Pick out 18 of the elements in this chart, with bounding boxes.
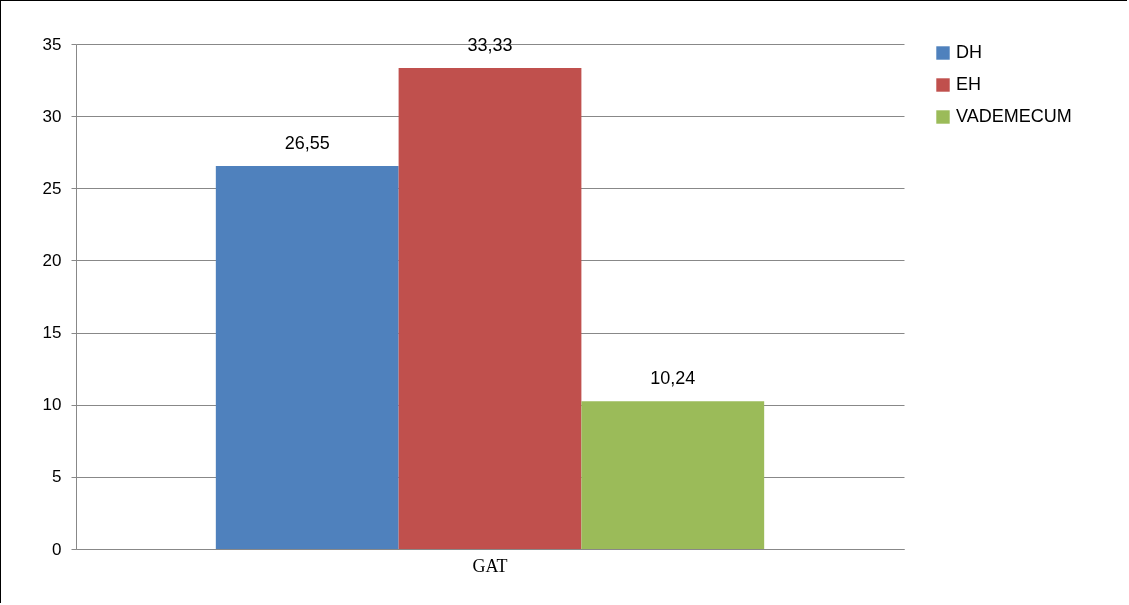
bar xyxy=(581,401,765,549)
bar xyxy=(398,68,582,549)
data-label: 10,24 xyxy=(650,368,696,389)
y-tick-label: 15 xyxy=(42,323,62,343)
y-tick-label: 20 xyxy=(42,250,62,270)
data-label: 26,55 xyxy=(284,132,330,153)
y-tick-label: 0 xyxy=(52,539,62,559)
data-label: 33,33 xyxy=(467,35,513,56)
y-tick-label: 25 xyxy=(42,178,62,198)
y-tick-label: 30 xyxy=(42,106,62,126)
y-tick-label: 5 xyxy=(52,467,62,487)
legend-label: EH xyxy=(956,74,982,94)
legend-label: DH xyxy=(956,42,982,62)
y-tick-label: 10 xyxy=(42,395,62,415)
y-tick-label: 35 xyxy=(42,34,62,54)
legend-label: VADEMECUM xyxy=(956,106,1072,126)
x-tick-label: GAT xyxy=(472,555,508,576)
bar xyxy=(215,165,399,549)
